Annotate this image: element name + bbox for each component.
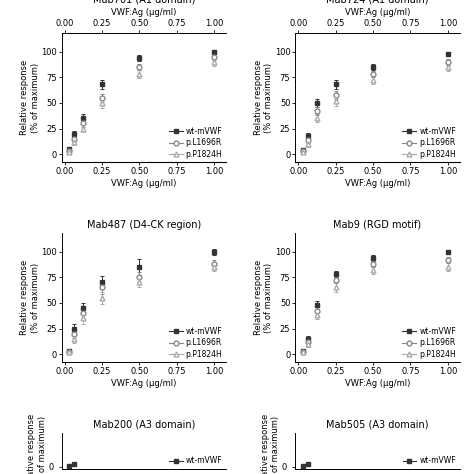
Title: Mab701 (A1 domain): Mab701 (A1 domain) (93, 0, 195, 5)
Title: Mab487 (D4-CK region): Mab487 (D4-CK region) (87, 219, 201, 229)
X-axis label: VWF:Ag (μg/ml): VWF:Ag (μg/ml) (345, 179, 410, 188)
Legend: wt-mVWF: wt-mVWF (169, 456, 222, 465)
X-axis label: VWF:Ag (μg/ml): VWF:Ag (μg/ml) (111, 379, 177, 388)
Legend: wt-mVWF, p.L1696R, p.P1824H: wt-mVWF, p.L1696R, p.P1824H (402, 127, 456, 159)
Title: Mab505 (A3 domain): Mab505 (A3 domain) (326, 419, 429, 429)
Legend: wt-mVWF, p.L1696R, p.P1824H: wt-mVWF, p.L1696R, p.P1824H (169, 327, 222, 358)
Y-axis label: Relative response
(% of maximum): Relative response (% of maximum) (261, 413, 280, 474)
Title: Mab200 (A3 domain): Mab200 (A3 domain) (93, 419, 195, 429)
Legend: wt-mVWF: wt-mVWF (402, 456, 456, 465)
Y-axis label: Relative response
(% of maximum): Relative response (% of maximum) (20, 60, 40, 136)
X-axis label: VWF:Ag (μg/ml): VWF:Ag (μg/ml) (111, 179, 177, 188)
Title: Mab724 (A1 domain): Mab724 (A1 domain) (326, 0, 429, 5)
Y-axis label: Relative response
(% of maximum): Relative response (% of maximum) (20, 260, 40, 336)
X-axis label: VWF:Ag (μg/ml): VWF:Ag (μg/ml) (345, 8, 410, 17)
Legend: wt-mVWF, p.L1696R, p.P1824H: wt-mVWF, p.L1696R, p.P1824H (169, 127, 222, 159)
X-axis label: VWF:Ag (μg/ml): VWF:Ag (μg/ml) (345, 379, 410, 388)
Y-axis label: Relative response
(% of maximum): Relative response (% of maximum) (254, 260, 273, 336)
Legend: wt-mVWF, p.L1696R, p.P1824H: wt-mVWF, p.L1696R, p.P1824H (402, 327, 456, 358)
Title: Mab9 (RGD motif): Mab9 (RGD motif) (333, 219, 421, 229)
X-axis label: VWF:Ag (μg/ml): VWF:Ag (μg/ml) (111, 8, 177, 17)
Y-axis label: Relative response
(% of maximum): Relative response (% of maximum) (254, 60, 273, 136)
Y-axis label: Relative response
(% of maximum): Relative response (% of maximum) (27, 413, 46, 474)
